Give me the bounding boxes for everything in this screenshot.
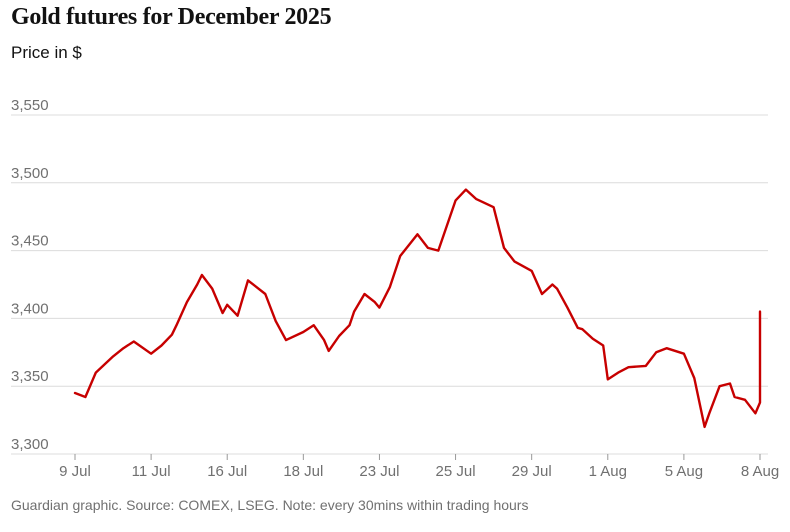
x-tick-label: 5 Aug (665, 463, 703, 480)
y-tick-label: 3,300 (11, 436, 49, 453)
x-tick-label: 25 Jul (436, 463, 476, 480)
source-note: Guardian graphic. Source: COMEX, LSEG. N… (11, 497, 529, 513)
x-tick-label: 11 Jul (132, 463, 171, 480)
y-tick-label: 3,400 (11, 300, 49, 317)
y-tick-label: 3,500 (11, 165, 49, 182)
x-tick-label: 18 Jul (283, 463, 323, 480)
chart-title: Gold futures for December 2025 (11, 4, 332, 30)
x-tick-label: 8 Aug (741, 463, 779, 480)
x-tick-label: 1 Aug (589, 463, 627, 480)
y-axis-label: Price in $ (11, 43, 82, 62)
y-tick-label: 3,350 (11, 368, 49, 385)
price-series-line (73, 188, 762, 429)
y-tick-label: 3,450 (11, 233, 49, 250)
x-tick-label: 29 Jul (512, 463, 552, 480)
x-tick-label: 23 Jul (359, 463, 399, 480)
series-layer (73, 188, 762, 429)
y-axis-ticks: 3,300 3,350 3,400 3,450 3,500 3,550 (11, 97, 49, 453)
grid-lines (11, 114, 768, 455)
x-axis-ticks: 9 Jul 11 Jul 16 Jul 18 Jul 23 Jul 25 Jul 29 Ju… (59, 454, 779, 480)
x-tick-label: 16 Jul (207, 463, 247, 480)
x-tick-label: 9 Jul (59, 463, 91, 480)
y-tick-label: 3,550 (11, 97, 49, 114)
